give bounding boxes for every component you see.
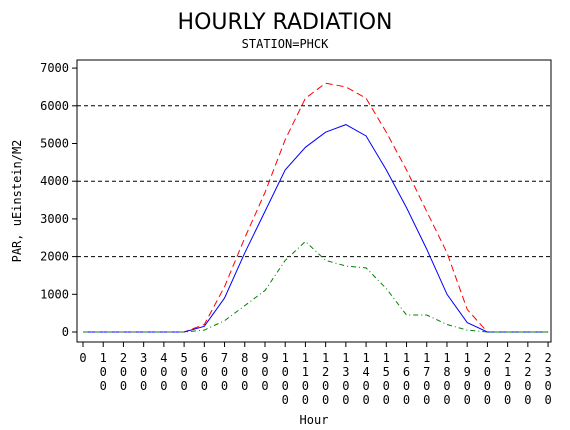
chart-title: HOURLY RADIATION — [178, 10, 393, 35]
y-tick-label: 4000 — [40, 174, 69, 188]
y-axis-label: PAR, uEinstein/M2 — [10, 140, 24, 263]
series-line-3 — [83, 240, 549, 333]
plot-frame — [76, 59, 552, 343]
series-line-1 — [83, 82, 549, 333]
y-tick-label: 2000 — [40, 250, 69, 264]
x-axis-label: Hour — [300, 413, 329, 427]
y-tick-label: 6000 — [40, 99, 69, 113]
y-axis: 0 1000 2000 3000 4000 5000 6000 7000 — [40, 61, 77, 339]
y-tick-label: 5000 — [40, 137, 69, 151]
series-line-2 — [83, 124, 549, 333]
y-tick-label: 3000 — [40, 212, 69, 226]
y-tick-label: 1000 — [40, 287, 69, 301]
series-layer — [83, 82, 549, 333]
x-axis: 0 1 0 0 2 0 0 3 0 0 4 0 0 5 0 0 6 0 0 7 0 0 8 0 0 9 0 0 1 0 0 0 1 1 0 0 1 2 0 0… — [79, 342, 552, 407]
reference-lines — [77, 105, 551, 258]
y-tick-label: 7000 — [40, 61, 69, 75]
y-tick-label: 0 — [62, 325, 69, 339]
x-tick-label: 0 — [79, 351, 86, 365]
chart-subtitle: STATION=PHCK — [242, 37, 329, 51]
